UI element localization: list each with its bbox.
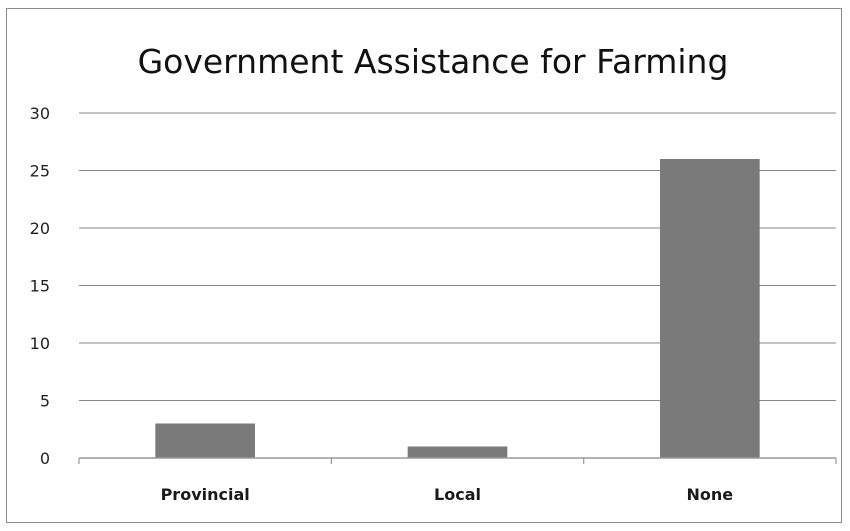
x-axis <box>78 457 837 464</box>
x-axis-category-labels: Provincial Local None <box>161 485 734 504</box>
y-tick-label-30: 30 <box>30 104 50 123</box>
x-category-label-local: Local <box>434 485 481 504</box>
bar-none <box>659 159 760 458</box>
y-tick-label-15: 15 <box>30 277 50 296</box>
x-category-label-none: None <box>687 485 734 504</box>
y-tick-label-20: 20 <box>30 219 50 238</box>
bar-provincial <box>155 423 256 458</box>
y-tick-label-5: 5 <box>40 392 50 411</box>
bars <box>155 159 760 458</box>
y-tick-label-0: 0 <box>40 449 50 468</box>
chart-title: Government Assistance for Farming <box>138 42 729 81</box>
bar-local <box>407 446 508 458</box>
y-axis-tick-labels: 0 5 10 15 20 25 30 <box>30 104 50 468</box>
y-tick-label-25: 25 <box>30 162 50 181</box>
y-tick-label-10: 10 <box>30 334 50 353</box>
x-category-label-provincial: Provincial <box>161 485 250 504</box>
